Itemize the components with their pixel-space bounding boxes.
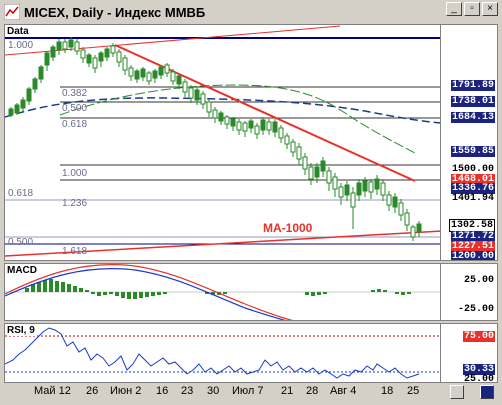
rsi-pane-label: RSI, 9 bbox=[7, 325, 35, 336]
date-label: Июн 2 bbox=[110, 385, 142, 397]
fib-label-382: 0.382 bbox=[62, 88, 88, 99]
date-label: 30 bbox=[207, 385, 220, 397]
macd-axis[interactable]: 25.00 -25.00 bbox=[441, 263, 498, 321]
price-label-1271: 1271.72 bbox=[450, 231, 495, 242]
macd-pane[interactable]: MACD bbox=[4, 263, 441, 321]
ma-1000-line bbox=[5, 230, 440, 257]
price-axis[interactable]: 1791.89 1738.01 1684.13 1559.85 1500.00 … bbox=[441, 24, 498, 261]
macd-signal-line bbox=[5, 264, 293, 320]
price-label-1559: 1559.85 bbox=[450, 146, 495, 157]
restore-button[interactable]: ▫ bbox=[464, 2, 480, 16]
fib-label-618: 0.618 bbox=[62, 119, 88, 130]
fib-label-1000: 1.000 bbox=[62, 168, 88, 179]
date-label: 23 bbox=[181, 385, 194, 397]
rsi-line bbox=[5, 327, 420, 379]
rsi-pane[interactable]: RSI, 9 bbox=[4, 323, 441, 383]
price-label-1401: 1401.94 bbox=[451, 193, 494, 204]
date-label: 16 bbox=[156, 385, 169, 397]
ma-1000-label: MA-1000 bbox=[263, 221, 313, 235]
price-label-1336: 1336.76 bbox=[450, 183, 495, 194]
macd-label-neg25: -25.00 bbox=[457, 304, 494, 315]
fib-label-1000-top: 1.000 bbox=[8, 40, 34, 51]
scroll-right-button[interactable] bbox=[480, 385, 494, 399]
minimize-button[interactable]: _ bbox=[446, 2, 462, 16]
price-label-1738: 1738.01 bbox=[450, 96, 495, 107]
price-label-1791: 1791.89 bbox=[450, 80, 495, 91]
macd-pane-label: MACD bbox=[7, 265, 37, 276]
date-label: Май 12 bbox=[34, 385, 71, 397]
macd-line bbox=[5, 267, 286, 320]
date-axis: Май 12 26 Июн 2 16 23 30 Июл 7 21 28 Авг… bbox=[4, 384, 441, 400]
scroll-left-button[interactable] bbox=[450, 385, 464, 399]
date-label: Июл 7 bbox=[232, 385, 264, 397]
macd-chart bbox=[5, 264, 440, 320]
price-chart bbox=[5, 25, 440, 257]
date-label: 28 bbox=[306, 385, 319, 397]
price-label-1200: 1200.00 bbox=[450, 251, 495, 261]
price-label-1500: 1500.00 bbox=[451, 164, 494, 175]
price-label-1684: 1684.13 bbox=[450, 112, 495, 123]
fib-label-618b: 0.618 bbox=[8, 188, 34, 199]
rsi-chart bbox=[5, 327, 440, 379]
date-label: 25 bbox=[407, 385, 420, 397]
macd-label-25: 25.00 bbox=[463, 275, 494, 286]
price-label-1227: 1227.51 bbox=[450, 241, 495, 252]
price-pane-label: Data bbox=[7, 26, 29, 37]
rsi-label-75: 75.00 bbox=[462, 331, 495, 342]
ma-green-dashed bbox=[59, 84, 416, 154]
date-label: Авг 4 bbox=[330, 385, 357, 397]
macd-histogram bbox=[25, 279, 411, 299]
candles bbox=[8, 37, 422, 241]
fib-label-1618: 1.618 bbox=[62, 246, 88, 257]
window-title: MICEX, Daily - Индекс ММВБ bbox=[24, 4, 206, 20]
date-label: 26 bbox=[86, 385, 99, 397]
chart-app-icon bbox=[4, 4, 20, 20]
date-label: 21 bbox=[281, 385, 294, 397]
date-label: 18 bbox=[381, 385, 394, 397]
price-label-1468: 1468.01 bbox=[450, 174, 495, 185]
rsi-axis[interactable]: 75.00 30.33 25.00 bbox=[441, 323, 498, 383]
close-button[interactable]: × bbox=[482, 2, 498, 16]
fib-label-500b: 0.500 bbox=[8, 237, 34, 248]
price-pane[interactable]: Data 1.000 0.382 0.500 0.618 1.000 0.618… bbox=[4, 24, 441, 261]
title-bar[interactable]: MICEX, Daily - Индекс ММВБ bbox=[2, 2, 500, 22]
fib-label-1236: 1.236 bbox=[62, 198, 88, 209]
trend-line bbox=[114, 44, 416, 182]
rsi-label-current: 30.33 bbox=[462, 364, 495, 375]
rsi-label-25: 25.00 bbox=[463, 374, 494, 383]
fib-label-500: 0.500 bbox=[62, 103, 88, 114]
ma-blue-dashed bbox=[5, 97, 440, 124]
